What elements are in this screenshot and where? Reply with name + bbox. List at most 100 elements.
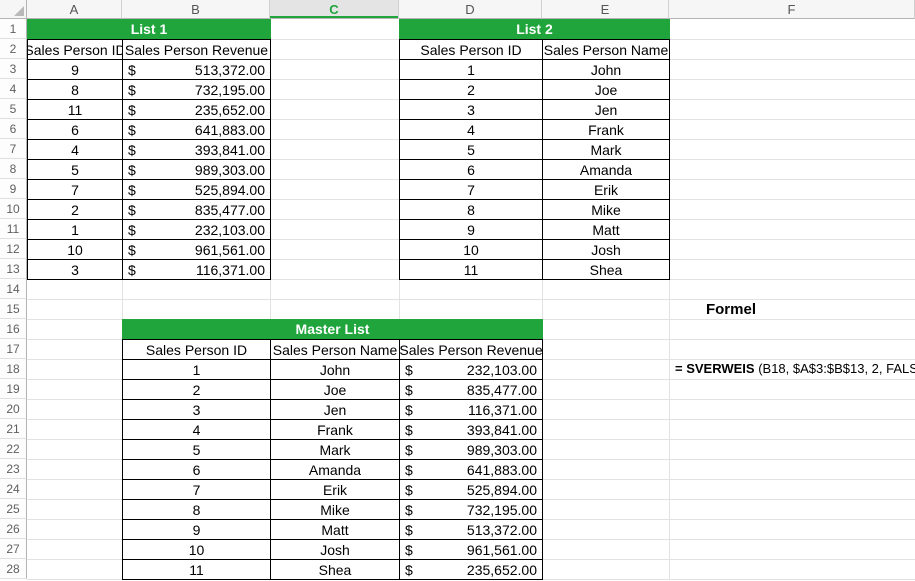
row-header-19[interactable]: 19 xyxy=(0,379,27,399)
row-header-20[interactable]: 20 xyxy=(0,399,27,419)
row-header-25[interactable]: 25 xyxy=(0,499,27,519)
header-cell[interactable]: Sales Person ID xyxy=(28,40,123,60)
cell[interactable]: 9 xyxy=(400,220,543,240)
cell[interactable]: $513,372.00 xyxy=(400,520,543,540)
row-header-7[interactable]: 7 xyxy=(0,139,27,159)
formula-label-cell[interactable]: Formel xyxy=(705,300,756,318)
select-all-corner[interactable] xyxy=(0,0,27,19)
cell[interactable]: $989,303.00 xyxy=(400,440,543,460)
list1-title-cell[interactable]: List 1 xyxy=(27,19,271,39)
row-header-12[interactable]: 12 xyxy=(0,239,27,259)
header-cell[interactable]: Sales Person Revenue xyxy=(123,40,271,60)
formula-text-cell[interactable]: = SVERWEIS (B18, $A$3:$B$13, 2, FALSE) xyxy=(675,359,915,379)
row-header-4[interactable]: 4 xyxy=(0,79,27,99)
master-list-title-cell[interactable]: Master List xyxy=(122,319,543,339)
cell[interactable]: 10 xyxy=(123,540,271,560)
cell[interactable]: 8 xyxy=(400,200,543,220)
row-header-15[interactable]: 15 xyxy=(0,299,27,319)
cell[interactable]: 1 xyxy=(28,220,123,240)
row-header-18[interactable]: 18 xyxy=(0,359,27,379)
cell[interactable]: 10 xyxy=(28,240,123,260)
cell[interactable]: 2 xyxy=(123,380,271,400)
cell[interactable]: 2 xyxy=(28,200,123,220)
cell[interactable]: Mike xyxy=(271,500,400,520)
header-cell[interactable]: Sales Person Name xyxy=(543,40,670,60)
cell[interactable]: 11 xyxy=(28,100,123,120)
cell[interactable]: 6 xyxy=(123,460,271,480)
row-header-11[interactable]: 11 xyxy=(0,219,27,239)
row-header-8[interactable]: 8 xyxy=(0,159,27,179)
cell[interactable]: 3 xyxy=(123,400,271,420)
row-header-3[interactable]: 3 xyxy=(0,59,27,79)
cell[interactable]: $235,652.00 xyxy=(400,560,543,580)
cell[interactable]: 7 xyxy=(400,180,543,200)
cell[interactable]: Amanda xyxy=(543,160,670,180)
header-cell[interactable]: Sales Person Revenue xyxy=(400,340,543,360)
cell[interactable]: Erik xyxy=(543,180,670,200)
cell[interactable]: Jen xyxy=(543,100,670,120)
cell[interactable]: $732,195.00 xyxy=(123,80,271,100)
cell[interactable]: $989,303.00 xyxy=(123,160,271,180)
cell[interactable]: $232,103.00 xyxy=(123,220,271,240)
cell[interactable]: $835,477.00 xyxy=(400,380,543,400)
header-cell[interactable]: Sales Person Name xyxy=(271,340,400,360)
row-header-6[interactable]: 6 xyxy=(0,119,27,139)
cell[interactable]: 9 xyxy=(123,520,271,540)
cell[interactable]: John xyxy=(543,60,670,80)
cell[interactable]: Mark xyxy=(543,140,670,160)
cell[interactable]: 4 xyxy=(400,120,543,140)
cell[interactable]: $641,883.00 xyxy=(400,460,543,480)
cell[interactable]: Shea xyxy=(543,260,670,280)
cell[interactable]: 9 xyxy=(28,60,123,80)
row-header-26[interactable]: 26 xyxy=(0,519,27,539)
cell[interactable]: 7 xyxy=(28,180,123,200)
cell[interactable]: 8 xyxy=(28,80,123,100)
cell[interactable]: Jen xyxy=(271,400,400,420)
cell[interactable]: 2 xyxy=(400,80,543,100)
row-header-5[interactable]: 5 xyxy=(0,99,27,119)
cell[interactable]: $513,372.00 xyxy=(123,60,271,80)
cell[interactable]: $116,371.00 xyxy=(123,260,271,280)
cell[interactable]: Shea xyxy=(271,560,400,580)
cell[interactable]: Frank xyxy=(271,420,400,440)
cell[interactable]: $641,883.00 xyxy=(123,120,271,140)
cell[interactable]: 6 xyxy=(28,120,123,140)
column-header-D[interactable]: D xyxy=(399,0,542,19)
row-header-14[interactable]: 14 xyxy=(0,279,27,299)
header-cell[interactable]: Sales Person ID xyxy=(400,40,543,60)
row-header-10[interactable]: 10 xyxy=(0,199,27,219)
column-header-F[interactable]: F xyxy=(669,0,915,19)
row-header-21[interactable]: 21 xyxy=(0,419,27,439)
cell[interactable]: 6 xyxy=(400,160,543,180)
cell[interactable]: 11 xyxy=(123,560,271,580)
cell[interactable]: $393,841.00 xyxy=(123,140,271,160)
cell[interactable]: 10 xyxy=(400,240,543,260)
row-header-1[interactable]: 1 xyxy=(0,19,27,39)
column-header-E[interactable]: E xyxy=(542,0,669,19)
cell[interactable]: 7 xyxy=(123,480,271,500)
row-header-13[interactable]: 13 xyxy=(0,259,27,279)
row-header-27[interactable]: 27 xyxy=(0,539,27,559)
cell[interactable]: $961,561.00 xyxy=(400,540,543,560)
cell[interactable]: Matt xyxy=(543,220,670,240)
row-header-9[interactable]: 9 xyxy=(0,179,27,199)
cell[interactable]: Joe xyxy=(271,380,400,400)
cell[interactable]: $116,371.00 xyxy=(400,400,543,420)
cell[interactable]: 5 xyxy=(123,440,271,460)
cell[interactable]: Frank xyxy=(543,120,670,140)
column-header-B[interactable]: B xyxy=(122,0,270,19)
cell[interactable]: $525,894.00 xyxy=(123,180,271,200)
cell[interactable]: Mike xyxy=(543,200,670,220)
cell[interactable]: 5 xyxy=(400,140,543,160)
column-header-A[interactable]: A xyxy=(27,0,122,19)
list2-title-cell[interactable]: List 2 xyxy=(399,19,670,39)
cell[interactable]: Josh xyxy=(271,540,400,560)
cell[interactable]: $393,841.00 xyxy=(400,420,543,440)
row-header-17[interactable]: 17 xyxy=(0,339,27,359)
cell[interactable]: Matt xyxy=(271,520,400,540)
header-cell[interactable]: Sales Person ID xyxy=(123,340,271,360)
cell[interactable]: $525,894.00 xyxy=(400,480,543,500)
cell[interactable]: Amanda xyxy=(271,460,400,480)
cell[interactable]: $232,103.00 xyxy=(400,360,543,380)
cell[interactable]: Josh xyxy=(543,240,670,260)
